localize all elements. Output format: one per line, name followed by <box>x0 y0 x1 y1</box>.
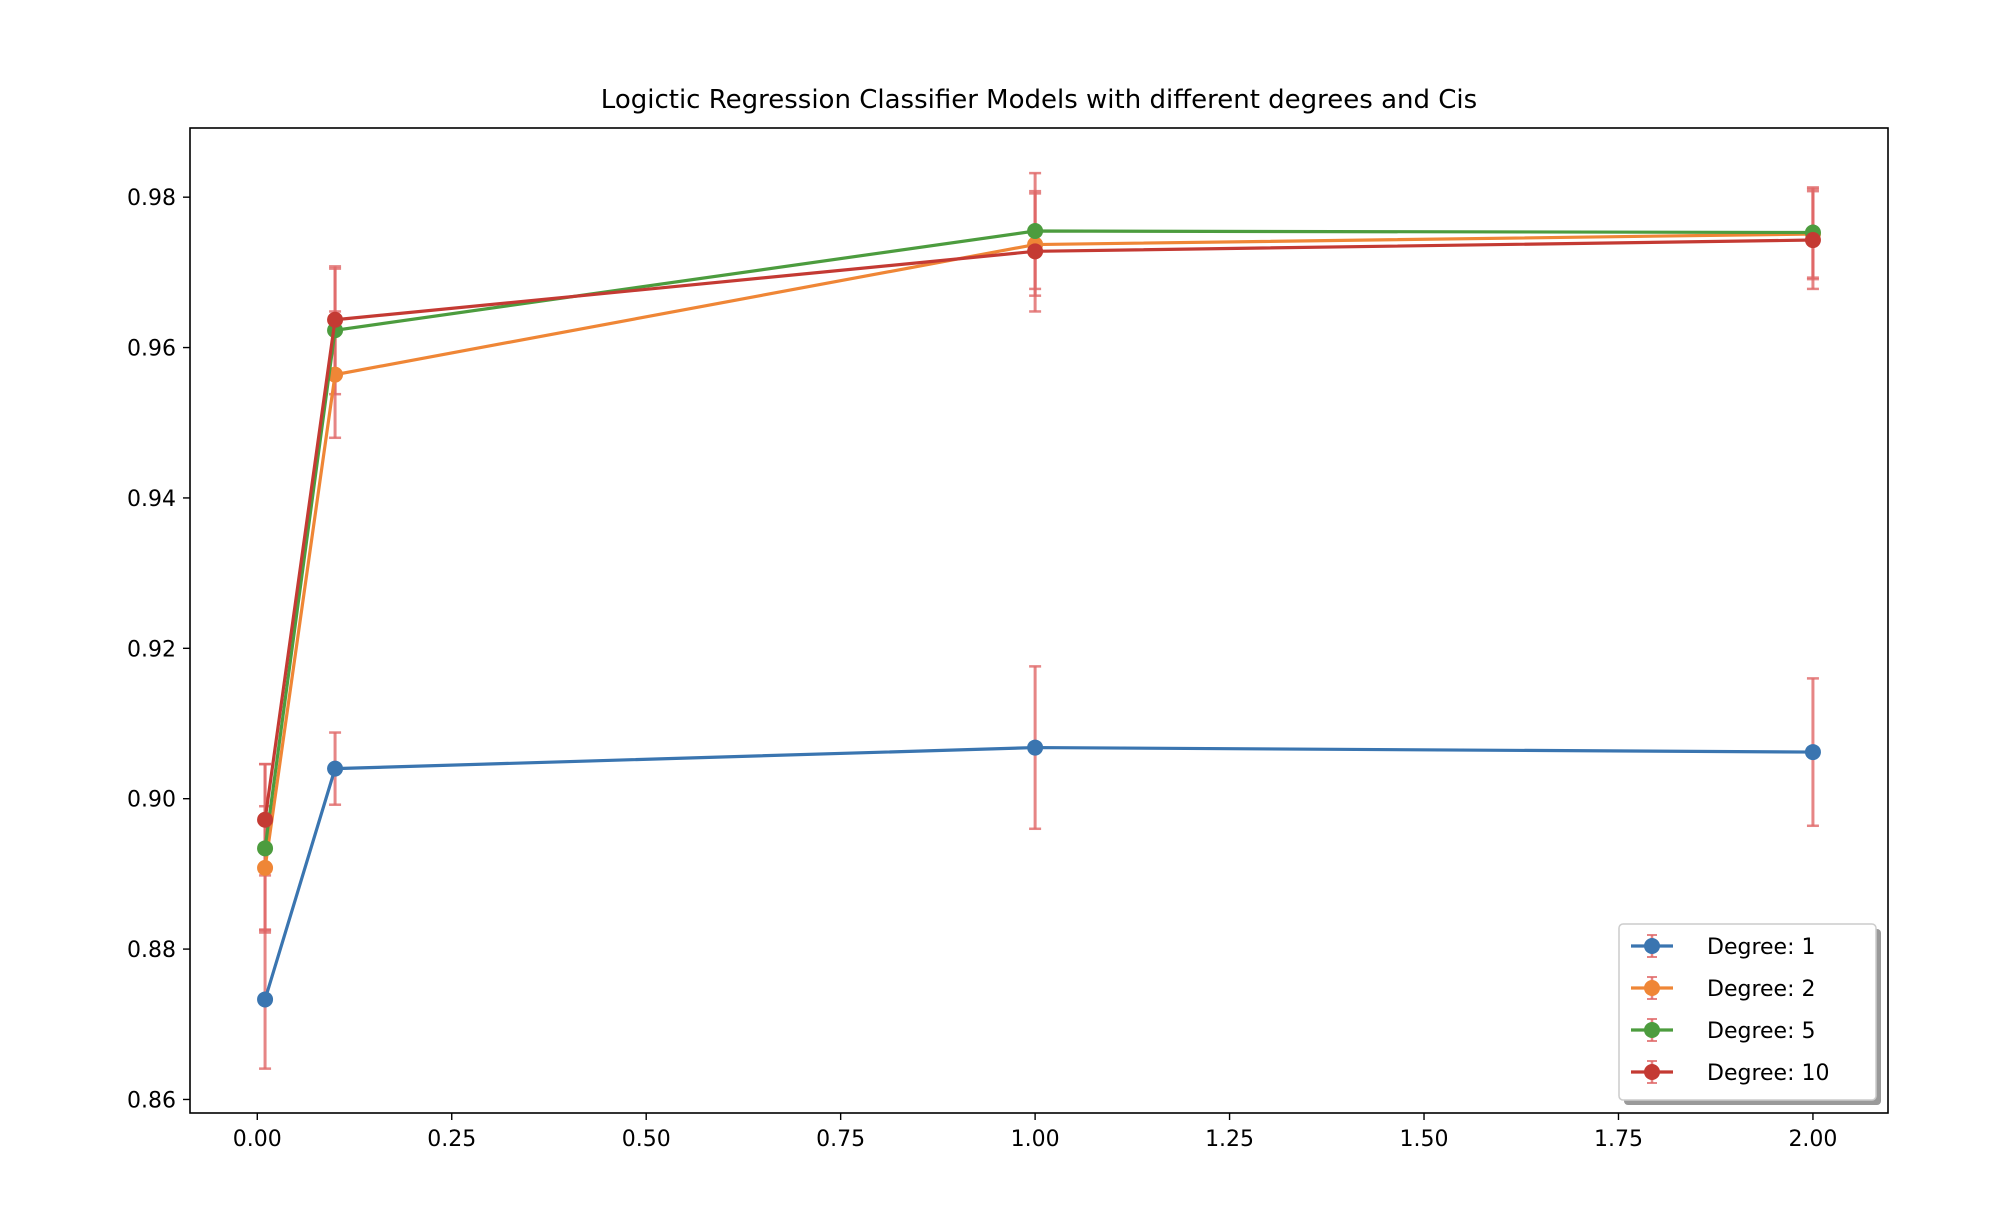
series-line <box>263 745 1813 1000</box>
data-point <box>327 311 344 328</box>
y-tick-label: 0.90 <box>127 788 176 813</box>
x-tick-label: 1.00 <box>1011 1127 1060 1152</box>
x-tick-label: 1.75 <box>1594 1127 1643 1152</box>
plot-area <box>257 171 1821 1070</box>
legend-marker <box>1644 938 1660 954</box>
y-tick-label: 0.98 <box>127 186 176 211</box>
data-point <box>257 840 274 857</box>
data-point <box>1804 744 1821 761</box>
chart-title: Logictic Regression Classifier Models wi… <box>601 85 1477 115</box>
y-tick-label: 0.88 <box>127 938 176 963</box>
x-tick-label: 0.50 <box>622 1127 671 1152</box>
data-point <box>257 811 274 828</box>
series-line <box>263 229 1813 849</box>
axes-frame <box>189 127 1889 1114</box>
legend: Degree: 1 Degree: 2 Degree: 5 Degree: 10 <box>1618 923 1881 1105</box>
axes: 0.00 0.25 0.50 0.75 1.00 1.25 1.50 1.75 2.00 0.86… <box>127 127 1889 1152</box>
data-point <box>257 859 274 876</box>
data-point <box>257 991 274 1008</box>
series-line <box>263 238 1813 820</box>
legend-label: Degree: 5 <box>1707 1019 1815 1044</box>
legend-marker <box>1644 1064 1660 1080</box>
x-tick-label: 2.00 <box>1788 1127 1837 1152</box>
legend-label: Degree: 10 <box>1707 1061 1829 1086</box>
legend-label: Degree: 2 <box>1707 977 1815 1002</box>
legend-marker <box>1644 980 1660 996</box>
series-line <box>263 232 1813 869</box>
y-tick-label: 0.96 <box>127 337 176 362</box>
legend-label: Degree: 1 <box>1707 935 1815 960</box>
legend-box <box>1618 923 1877 1101</box>
data-point <box>1027 739 1044 756</box>
y-tick-label: 0.92 <box>127 637 176 662</box>
data-point <box>1027 243 1044 260</box>
x-tick-label: 0.00 <box>233 1127 282 1152</box>
x-tick-label: 1.50 <box>1400 1127 1449 1152</box>
y-tick-label: 0.94 <box>127 487 176 512</box>
x-tick-label: 0.25 <box>427 1127 476 1152</box>
x-tick-label: 0.75 <box>816 1127 865 1152</box>
data-point <box>1804 232 1821 249</box>
x-tick-label: 1.25 <box>1205 1127 1254 1152</box>
y-tick-label: 0.86 <box>127 1088 176 1113</box>
legend-marker <box>1644 1022 1660 1038</box>
data-point <box>1027 223 1044 240</box>
data-point <box>327 760 344 777</box>
